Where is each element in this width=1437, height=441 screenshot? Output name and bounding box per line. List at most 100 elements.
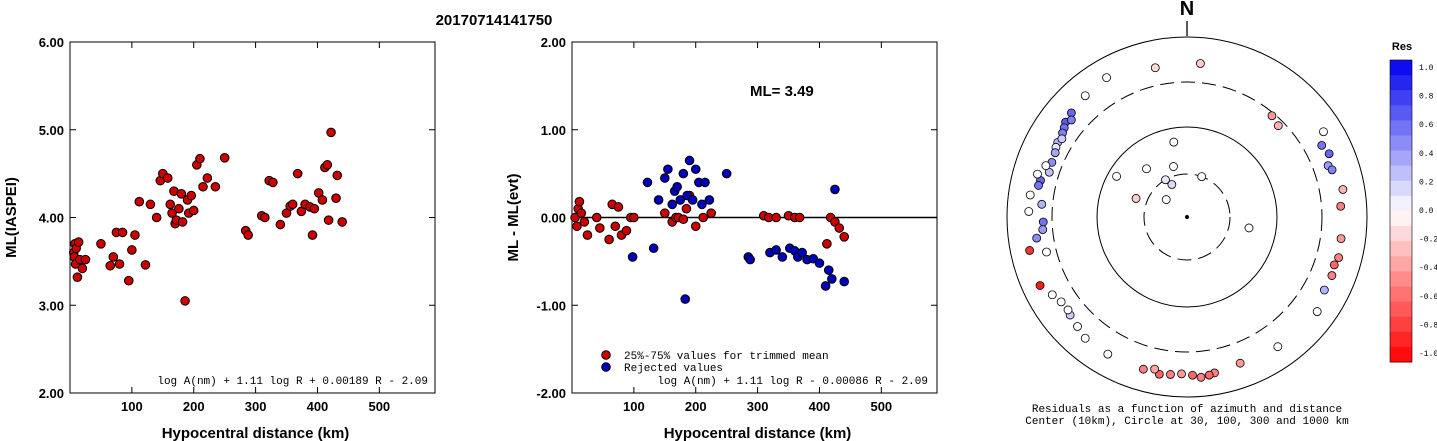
x-tick-label: 200 (685, 399, 707, 414)
colorbar-cell (1390, 195, 1412, 212)
colorbar-cell (1390, 150, 1412, 167)
legend-label-rejected: Rejected values (624, 363, 723, 375)
x-tick-label: 100 (623, 399, 645, 414)
station-point (1041, 161, 1051, 171)
data-point-blue (642, 177, 653, 188)
x-tick-label: 300 (245, 399, 267, 414)
station-point (1131, 194, 1141, 203)
colorbar-cell (1390, 346, 1412, 363)
station-point (1150, 63, 1160, 73)
panel1-formula: log A(nm) + 1.11 log R + 0.00189 R - 2.0… (157, 376, 428, 388)
station-point (1319, 285, 1329, 295)
data-point-red (574, 196, 585, 207)
station-point (1327, 271, 1337, 280)
data-point-red (698, 212, 708, 223)
epicenter-marker (1185, 215, 1189, 219)
y-tick-label: 5.00 (39, 123, 64, 138)
station-point (1204, 370, 1214, 380)
station-point (1025, 190, 1035, 200)
station-point (1080, 333, 1090, 343)
colorbar-tick-label: 0.2 (1419, 178, 1434, 187)
data-point-red (130, 230, 140, 240)
station-point (1056, 297, 1066, 307)
data-point-blue (700, 177, 710, 188)
data-point-red (127, 245, 137, 255)
data-point-red (195, 153, 205, 164)
station-point (1273, 342, 1283, 352)
colorbar-cell (1390, 271, 1412, 287)
panel2-y-axis-label: ML - ML(evt) (505, 173, 522, 261)
station-point (1312, 307, 1322, 316)
station-points (1024, 59, 1348, 382)
data-point-blue (797, 247, 807, 258)
panel2-formula: log A(nm) + 1.11 log R - 0.00086 R - 2.0… (657, 376, 928, 388)
data-point-red (210, 181, 221, 192)
station-point (1038, 225, 1048, 235)
colorbar-cell (1390, 105, 1412, 121)
data-point-red (613, 202, 624, 212)
colorbar-labels: 1.0 0.8 0.6 0.4 0.2 0.0 -0.2 -0.4 -0.6 -0.8 -1.0 (1419, 64, 1437, 359)
data-point-red (678, 214, 689, 225)
caption-line-2: Center (10km), Circle at 30, 100, 300 an… (1025, 416, 1349, 428)
station-point (1273, 121, 1283, 131)
distance-ring (1006, 36, 1368, 398)
station-point (1319, 127, 1328, 137)
data-point-red (681, 203, 692, 214)
station-point (1161, 175, 1170, 185)
station-point (1327, 165, 1337, 175)
station-point (1197, 172, 1207, 181)
data-point-red (706, 208, 716, 218)
colorbar-tick-label: -0.6 (1419, 293, 1437, 302)
data-point-red (595, 223, 605, 233)
data-point-blue (648, 243, 659, 254)
station-point (1196, 59, 1205, 68)
station-point (1063, 305, 1073, 315)
colorbar-tick-label: -1.0 (1419, 350, 1437, 359)
data-point-blue (820, 281, 831, 291)
data-point-blue (827, 274, 837, 284)
data-point-red (198, 181, 208, 192)
data-point-blue (771, 245, 781, 255)
station-point (1169, 137, 1179, 147)
station-point (1033, 169, 1042, 179)
panel1-frame (69, 41, 436, 394)
data-point-red (202, 173, 213, 183)
colorbar-cell (1390, 60, 1412, 76)
station-point (1057, 134, 1067, 144)
data-point-blue (684, 155, 695, 166)
colorbar-cell (1390, 256, 1412, 272)
legend-label-trimmed-mean: 25%-75% values for trimmed mean (624, 351, 829, 363)
data-point-red (579, 217, 590, 227)
data-point-blue (777, 252, 788, 262)
x-tick-label: 400 (809, 399, 831, 414)
panel-ml-iaspei: 100 200 300 400 500 2.00 3.00 4.00 5.00 6.00 ML(I… (3, 35, 436, 441)
distance-rings (1006, 36, 1368, 398)
data-point-red (77, 263, 88, 274)
data-point-red (114, 259, 125, 269)
caption-line-1: Residuals as a function of azimuth and d… (1032, 404, 1342, 416)
colorbar-cell (1390, 226, 1412, 242)
x-tick-label: 500 (368, 399, 390, 414)
station-point (1112, 171, 1122, 181)
panel1-x-axis-label: Hypocentral distance (km) (162, 425, 350, 441)
station-point (1035, 281, 1045, 290)
data-point-red (287, 199, 298, 210)
data-point-red (73, 237, 84, 247)
station-point (1032, 233, 1042, 243)
colorbar-cell (1390, 180, 1412, 197)
data-point-red (167, 208, 177, 218)
data-point-red (794, 212, 805, 223)
data-point-red (243, 230, 253, 240)
data-point-red (145, 199, 156, 210)
station-point (1334, 253, 1344, 263)
colorbar-cells (1389, 59, 1413, 363)
station-point (1167, 180, 1177, 189)
data-point-red (108, 252, 119, 262)
y-tick-label: 3.00 (39, 298, 64, 313)
data-point-red (174, 203, 184, 214)
data-point-red (822, 239, 832, 249)
data-point-blue (680, 294, 691, 304)
panel2-ml-annotation: ML= 3.49 (750, 83, 814, 100)
data-point-red (151, 212, 162, 223)
colorbar-title: Res (1392, 41, 1412, 53)
